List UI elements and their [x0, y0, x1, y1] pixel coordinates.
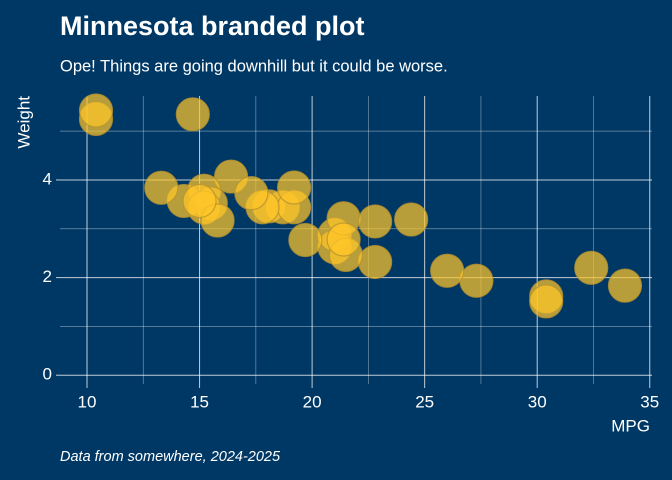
y-tick-label: 0	[43, 365, 52, 384]
x-tick-label: 30	[528, 392, 547, 411]
point	[358, 244, 393, 280]
x-tick-label: 15	[190, 392, 209, 411]
point	[144, 170, 179, 205]
chart-subtitle: Ope! Things are going downhill but it co…	[60, 57, 448, 75]
y-axis-label: Weight	[14, 96, 33, 149]
point	[459, 263, 494, 298]
point	[430, 253, 465, 288]
chart-title: Minnesota branded plot	[60, 11, 365, 41]
point	[358, 204, 393, 239]
point	[529, 284, 564, 319]
caption: Data from somewhere, 2024-2025	[60, 449, 281, 465]
x-tick-label: 10	[78, 392, 97, 411]
point	[234, 176, 269, 211]
point	[394, 202, 429, 237]
point	[182, 183, 217, 219]
y-tick-label: 2	[43, 267, 52, 286]
x-axis-label: MPG	[611, 416, 650, 435]
x-tick-label: 20	[303, 392, 322, 411]
point	[607, 268, 643, 303]
point	[276, 170, 312, 205]
point	[288, 222, 323, 258]
point	[78, 93, 114, 128]
y-tick-label: 4	[43, 169, 52, 188]
points	[78, 93, 643, 319]
x-tick-label: 35	[640, 392, 659, 411]
point	[574, 250, 609, 285]
point	[326, 222, 361, 257]
x-tick-label: 25	[415, 392, 434, 411]
point	[175, 97, 210, 132]
